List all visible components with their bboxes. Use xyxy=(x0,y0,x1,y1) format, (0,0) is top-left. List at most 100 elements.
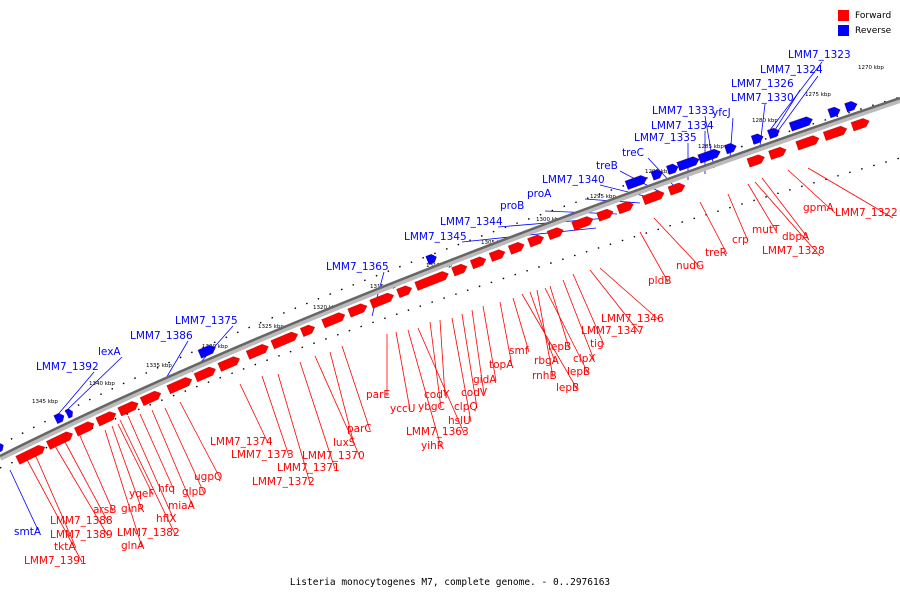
label-leader xyxy=(261,375,290,457)
forward-swatch xyxy=(838,10,849,21)
forward-gene-label: treR xyxy=(705,247,727,259)
forward-gene-label: luxS xyxy=(333,437,356,449)
label-leader xyxy=(461,313,478,409)
forward-gene-label: yqeF xyxy=(129,488,154,500)
forward-gene-label: lepB xyxy=(556,382,579,394)
label-leader xyxy=(164,340,189,381)
reverse-gene-label: proA xyxy=(527,188,552,200)
forward-gene-arrow xyxy=(166,377,193,395)
label-leader xyxy=(429,321,442,409)
forward-gene-arrow xyxy=(46,431,73,450)
dotted-track-inner xyxy=(0,96,900,446)
forward-gene-arrow xyxy=(321,312,346,329)
forward-gene-arrow xyxy=(527,234,544,248)
label-leader xyxy=(111,425,143,511)
tick-label: 1300 kbp xyxy=(536,217,562,223)
forward-gene-arrow xyxy=(347,303,368,318)
tick-label: 1270 kbp xyxy=(858,65,884,71)
label-leader xyxy=(451,317,472,423)
reverse-gene-label: LMM7_1330 xyxy=(731,92,794,104)
label-leader xyxy=(395,331,411,411)
forward-gene-arrow xyxy=(396,285,413,298)
tick-label: 1320 kbp xyxy=(313,305,339,311)
forward-gene-label: nudG xyxy=(676,260,704,272)
forward-gene-label: LMM7_1374 xyxy=(210,436,273,448)
label-leader xyxy=(471,309,485,395)
forward-gene-label: LMM7_1391 xyxy=(24,555,87,567)
forward-gene-arrow xyxy=(414,271,449,291)
forward-gene-label: smf xyxy=(509,345,529,357)
reverse-gene-arrow xyxy=(767,127,780,139)
label-leader xyxy=(747,183,777,232)
forward-gene-label: LMM7_1363 xyxy=(406,426,469,438)
reverse-gene-label: lexA xyxy=(98,346,121,358)
reverse-gene-arrow xyxy=(666,163,679,175)
label-leader xyxy=(314,355,361,458)
reverse-gene-arrow xyxy=(197,345,216,359)
forward-gene-arrow xyxy=(74,421,95,437)
forward-gene-arrow xyxy=(667,182,686,196)
forward-gene-arrow xyxy=(488,249,506,262)
label-leader xyxy=(807,167,894,219)
label-leader xyxy=(407,329,442,448)
legend-forward-label: Forward xyxy=(855,10,892,21)
reverse-swatch xyxy=(838,25,849,36)
forward-gene-arrow xyxy=(139,390,162,406)
tick-label: 1340 kbp xyxy=(89,381,115,387)
forward-gene-label: glnR xyxy=(121,503,145,515)
forward-gene-label: hslU xyxy=(448,415,471,427)
forward-gene-arrow xyxy=(823,125,848,141)
reverse-gene-label: LMM7_1324 xyxy=(760,64,823,76)
forward-gene-label: tig xyxy=(590,338,604,350)
legend-forward: Forward xyxy=(838,8,891,23)
label-leader xyxy=(417,327,465,434)
label-leader xyxy=(499,301,513,367)
tick-label: 1275 kbp xyxy=(805,92,831,98)
tick-label: 1285 kbp xyxy=(698,144,724,150)
forward-gene-label: hflX xyxy=(156,513,176,525)
forward-gene-label: yccU xyxy=(390,403,415,415)
reverse-gene-arrow xyxy=(676,156,700,172)
forward-gene-arrow xyxy=(795,135,820,151)
reverse-gene-arrow xyxy=(0,443,4,453)
label-leader xyxy=(727,193,749,242)
forward-gene-label: gidA xyxy=(473,374,497,386)
forward-gene-label: LMM7_1382 xyxy=(117,527,180,539)
label-leader xyxy=(329,351,355,445)
reverse-gene-label: treC xyxy=(622,147,644,159)
label-leader xyxy=(54,371,95,419)
forward-gene-label: LMM7_1371 xyxy=(277,462,340,474)
reverse-gene-label: LMM7_1344 xyxy=(440,216,503,228)
forward-gene-label: LMM7_1328 xyxy=(762,245,825,257)
forward-gene-arrow xyxy=(217,356,240,372)
forward-gene-arrow xyxy=(746,154,765,168)
label-leader xyxy=(589,269,640,333)
forward-gene-arrow xyxy=(768,146,787,160)
label-leader xyxy=(117,423,154,496)
forward-gene-label: parC xyxy=(347,423,372,435)
forward-gene-label: glpD xyxy=(182,486,206,498)
genome-backbone-shadow xyxy=(0,97,900,461)
label-leader xyxy=(639,231,669,283)
reverse-gene-label: LMM7_1345 xyxy=(404,231,467,243)
reverse-gene-label: LMM7_1386 xyxy=(130,330,193,342)
forward-gene-label: miaA xyxy=(168,500,196,512)
label-leader xyxy=(33,451,77,549)
reverse-gene-label: smtA xyxy=(14,526,42,538)
label-leader xyxy=(599,267,660,321)
forward-gene-label: mutT xyxy=(752,224,780,236)
reverse-gene-label: yfcJ xyxy=(712,107,731,119)
forward-gene-label: rnhB xyxy=(532,370,557,382)
forward-gene-arrow xyxy=(15,445,46,465)
forward-gene-label: LMM7_1388 xyxy=(50,515,113,527)
forward-gene-arrow xyxy=(571,216,594,231)
label-leader xyxy=(139,413,175,491)
forward-gene-arrow xyxy=(616,201,634,215)
forward-gene-arrow xyxy=(451,263,468,277)
reverse-gene-label: treB xyxy=(596,160,618,172)
label-leader xyxy=(529,291,556,363)
forward-gene-arrow xyxy=(596,208,614,222)
forward-gene-label: parE xyxy=(366,389,390,401)
label-leader xyxy=(439,319,446,397)
reverse-gene-label: proB xyxy=(500,200,524,212)
